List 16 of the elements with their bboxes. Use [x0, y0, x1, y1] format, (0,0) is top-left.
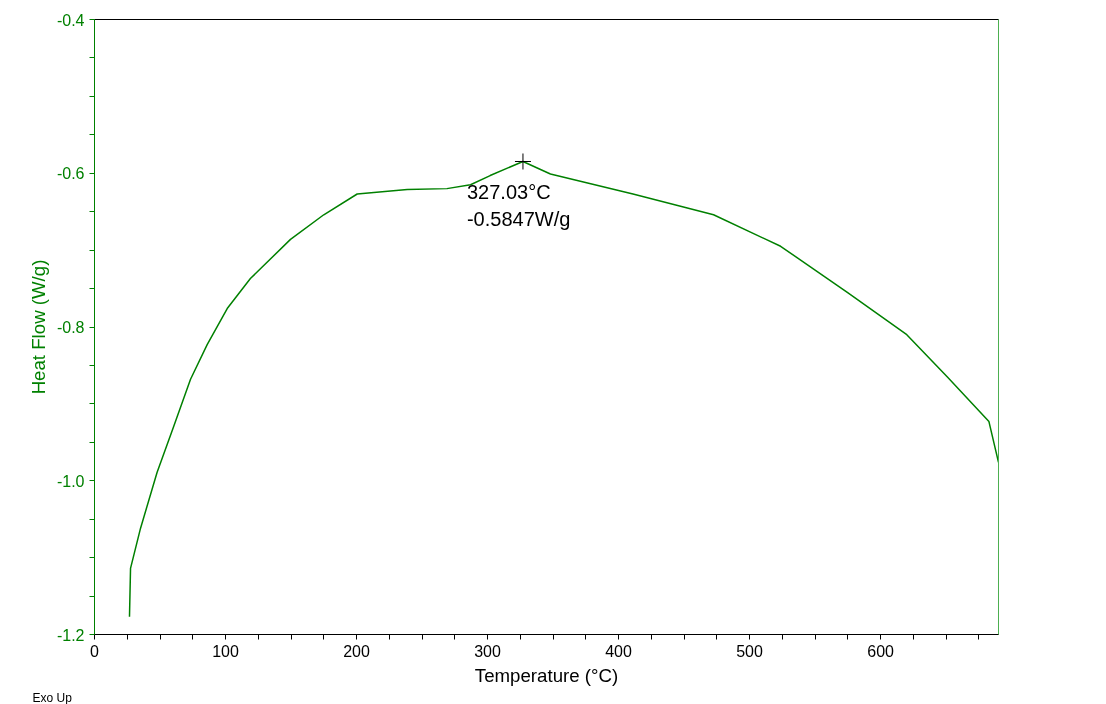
x-tick-label: 200 [343, 642, 370, 660]
x-tick-label: 500 [736, 642, 764, 660]
x-tick-label: 100 [212, 642, 239, 660]
y-tick-label: -1.0 [56, 472, 85, 490]
x-tick-label: 300 [474, 642, 501, 660]
y-tick-label: -0.4 [56, 11, 85, 29]
y-tick-label: -0.8 [56, 319, 85, 336]
x-axis-title: Temperature (°C) [474, 664, 619, 686]
y-tick-label: -0.6 [56, 165, 85, 183]
y-axis-title: Heat Flow (W/g) [27, 259, 49, 395]
annotation: 327.03°C -0.5847W/g [466, 181, 571, 230]
x-tick-label: 400 [605, 642, 633, 660]
y-tick-label: -1.2 [56, 626, 85, 644]
text: Exo Up [32, 690, 73, 704]
x-tick-label: 0 [90, 642, 100, 660]
x-tick-label: 600 [867, 642, 895, 660]
